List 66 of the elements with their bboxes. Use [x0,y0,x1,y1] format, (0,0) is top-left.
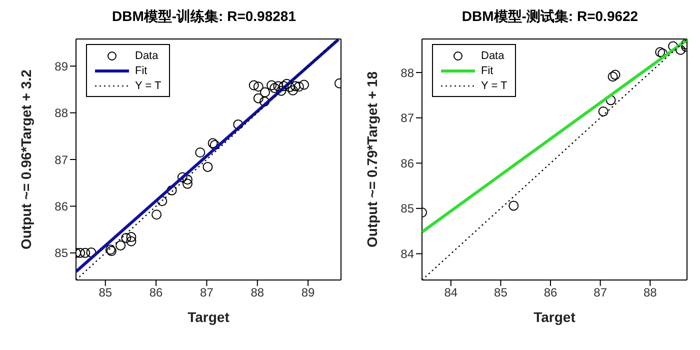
point [126,232,136,242]
point [294,82,304,92]
point [233,119,244,130]
y-tick-label: 85 [400,202,414,216]
x-tick-label: 86 [149,286,164,300]
x-tick-label: 86 [544,286,558,300]
y-tick-label: 86 [400,156,414,170]
y-tick-label: 88 [54,106,68,120]
point [288,85,298,96]
y-tick-label: 84 [400,246,414,261]
point [508,200,519,211]
point [299,80,310,90]
point [152,210,162,220]
point [182,178,192,189]
legend-label: Data [481,50,504,62]
point [76,248,86,258]
point [121,232,132,243]
point [270,83,280,94]
point [80,248,90,258]
point [182,174,192,185]
point [166,185,177,196]
x-tick-label: 87 [200,286,214,300]
point [177,172,188,182]
legend-label: Fit [135,64,148,76]
point [266,80,277,90]
y-axis-title: Output ~= 0.79*Target + 18 [364,71,380,248]
point [259,96,270,107]
point [668,41,678,52]
point [202,162,213,172]
y-tick-label: 88 [400,66,414,80]
point [195,147,206,158]
point [290,81,300,92]
x-tick-label: 88 [250,286,264,300]
point [610,70,620,80]
point [276,86,286,96]
chart-title: DBM模型-测试集: R=0.9622 [460,8,640,26]
x-axis-title: Target [534,309,576,325]
x-tick-label: 89 [301,286,316,300]
y-tick-label: 87 [400,111,414,126]
x-tick-label: 87 [594,286,608,300]
y-tick-label: 85 [54,246,68,260]
point [598,106,608,116]
legend-label: Y = T [481,80,508,92]
legend-label: Y = T [135,80,162,92]
point [260,87,270,98]
y-tick-label: 89 [54,59,68,74]
chart-title: DBM模型-训练集: R=0.98281 [111,8,297,26]
x-tick-label: 85 [494,286,508,300]
point [126,236,136,246]
point [278,81,289,92]
x-tick-label: 84 [444,286,458,300]
y-axis-title: Output ~= 0.96*Target + 3.2 [18,69,34,250]
x-tick-label: 88 [643,286,658,300]
y-tick-label: 86 [54,199,68,214]
x-axis-title: Target [188,309,230,325]
point [253,93,264,104]
point [655,47,666,58]
point [248,80,259,90]
point [116,240,126,250]
x-tick-label: 85 [98,286,112,300]
point [253,82,264,92]
legend-label: Data [135,50,158,62]
legend-label: Fit [481,64,494,76]
point [608,72,618,82]
y-tick-label: 87 [54,152,68,167]
point [282,78,292,89]
